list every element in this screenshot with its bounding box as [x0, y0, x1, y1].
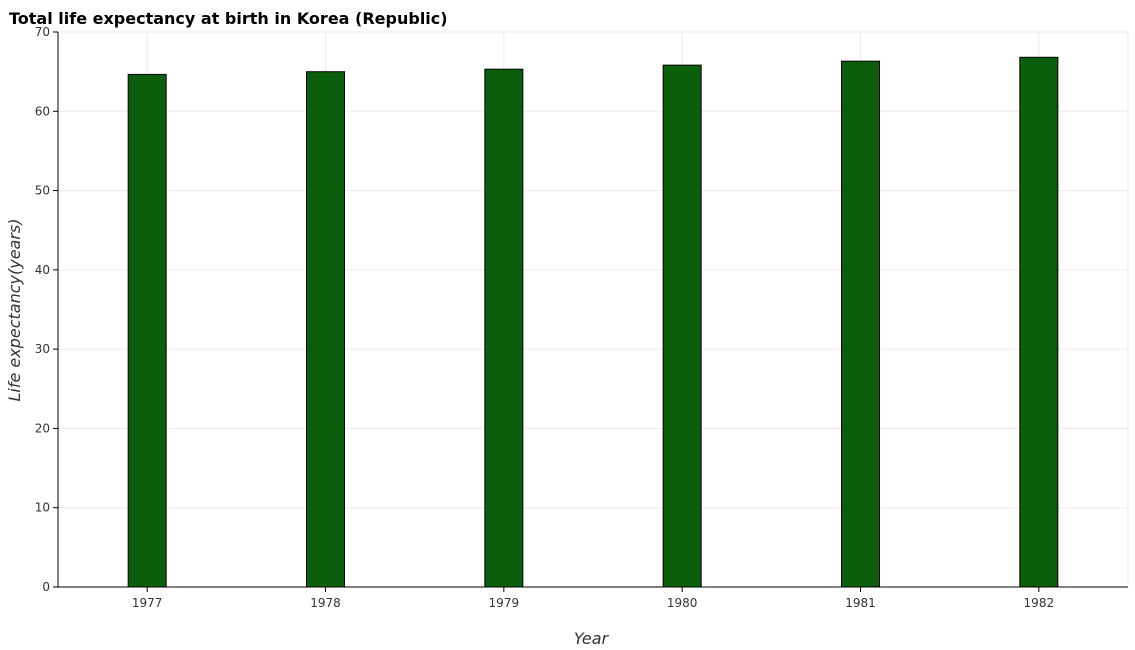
y-tick-label: 30 [35, 342, 50, 356]
bars [127, 56, 1059, 588]
x-axis-label: Year [574, 629, 610, 648]
bar-1981 [841, 60, 880, 588]
bar-1978 [306, 71, 345, 588]
x-tick-label: 1979 [489, 596, 520, 610]
y-tick-label: 20 [35, 421, 50, 435]
y-tick-label: 10 [35, 501, 50, 515]
x-tick-label: 1982 [1024, 596, 1055, 610]
y-tick-label: 60 [35, 104, 50, 118]
bar-1980 [662, 64, 702, 588]
x-tick-label: 1980 [667, 596, 698, 610]
bar-1982 [1019, 56, 1059, 588]
tick-labels: 0 10 20 30 40 50 60 70 1977 1978 1979 1980 1981 1982 [35, 25, 1054, 610]
x-tick-label: 1978 [310, 596, 341, 610]
y-axis-label: Life expectancy(years) [5, 218, 24, 401]
bar-1979 [484, 68, 524, 588]
y-tick-label: 40 [35, 263, 50, 277]
y-tick-label: 0 [42, 580, 50, 594]
chart-title: Total life expectancy at birth in Korea … [9, 9, 448, 28]
y-tick-label: 50 [35, 184, 50, 198]
x-tick-label: 1977 [132, 596, 163, 610]
x-tick-label: 1981 [845, 596, 876, 610]
y-tick-label: 70 [35, 25, 50, 39]
bar-1977 [127, 73, 167, 588]
axes [53, 31, 1128, 592]
